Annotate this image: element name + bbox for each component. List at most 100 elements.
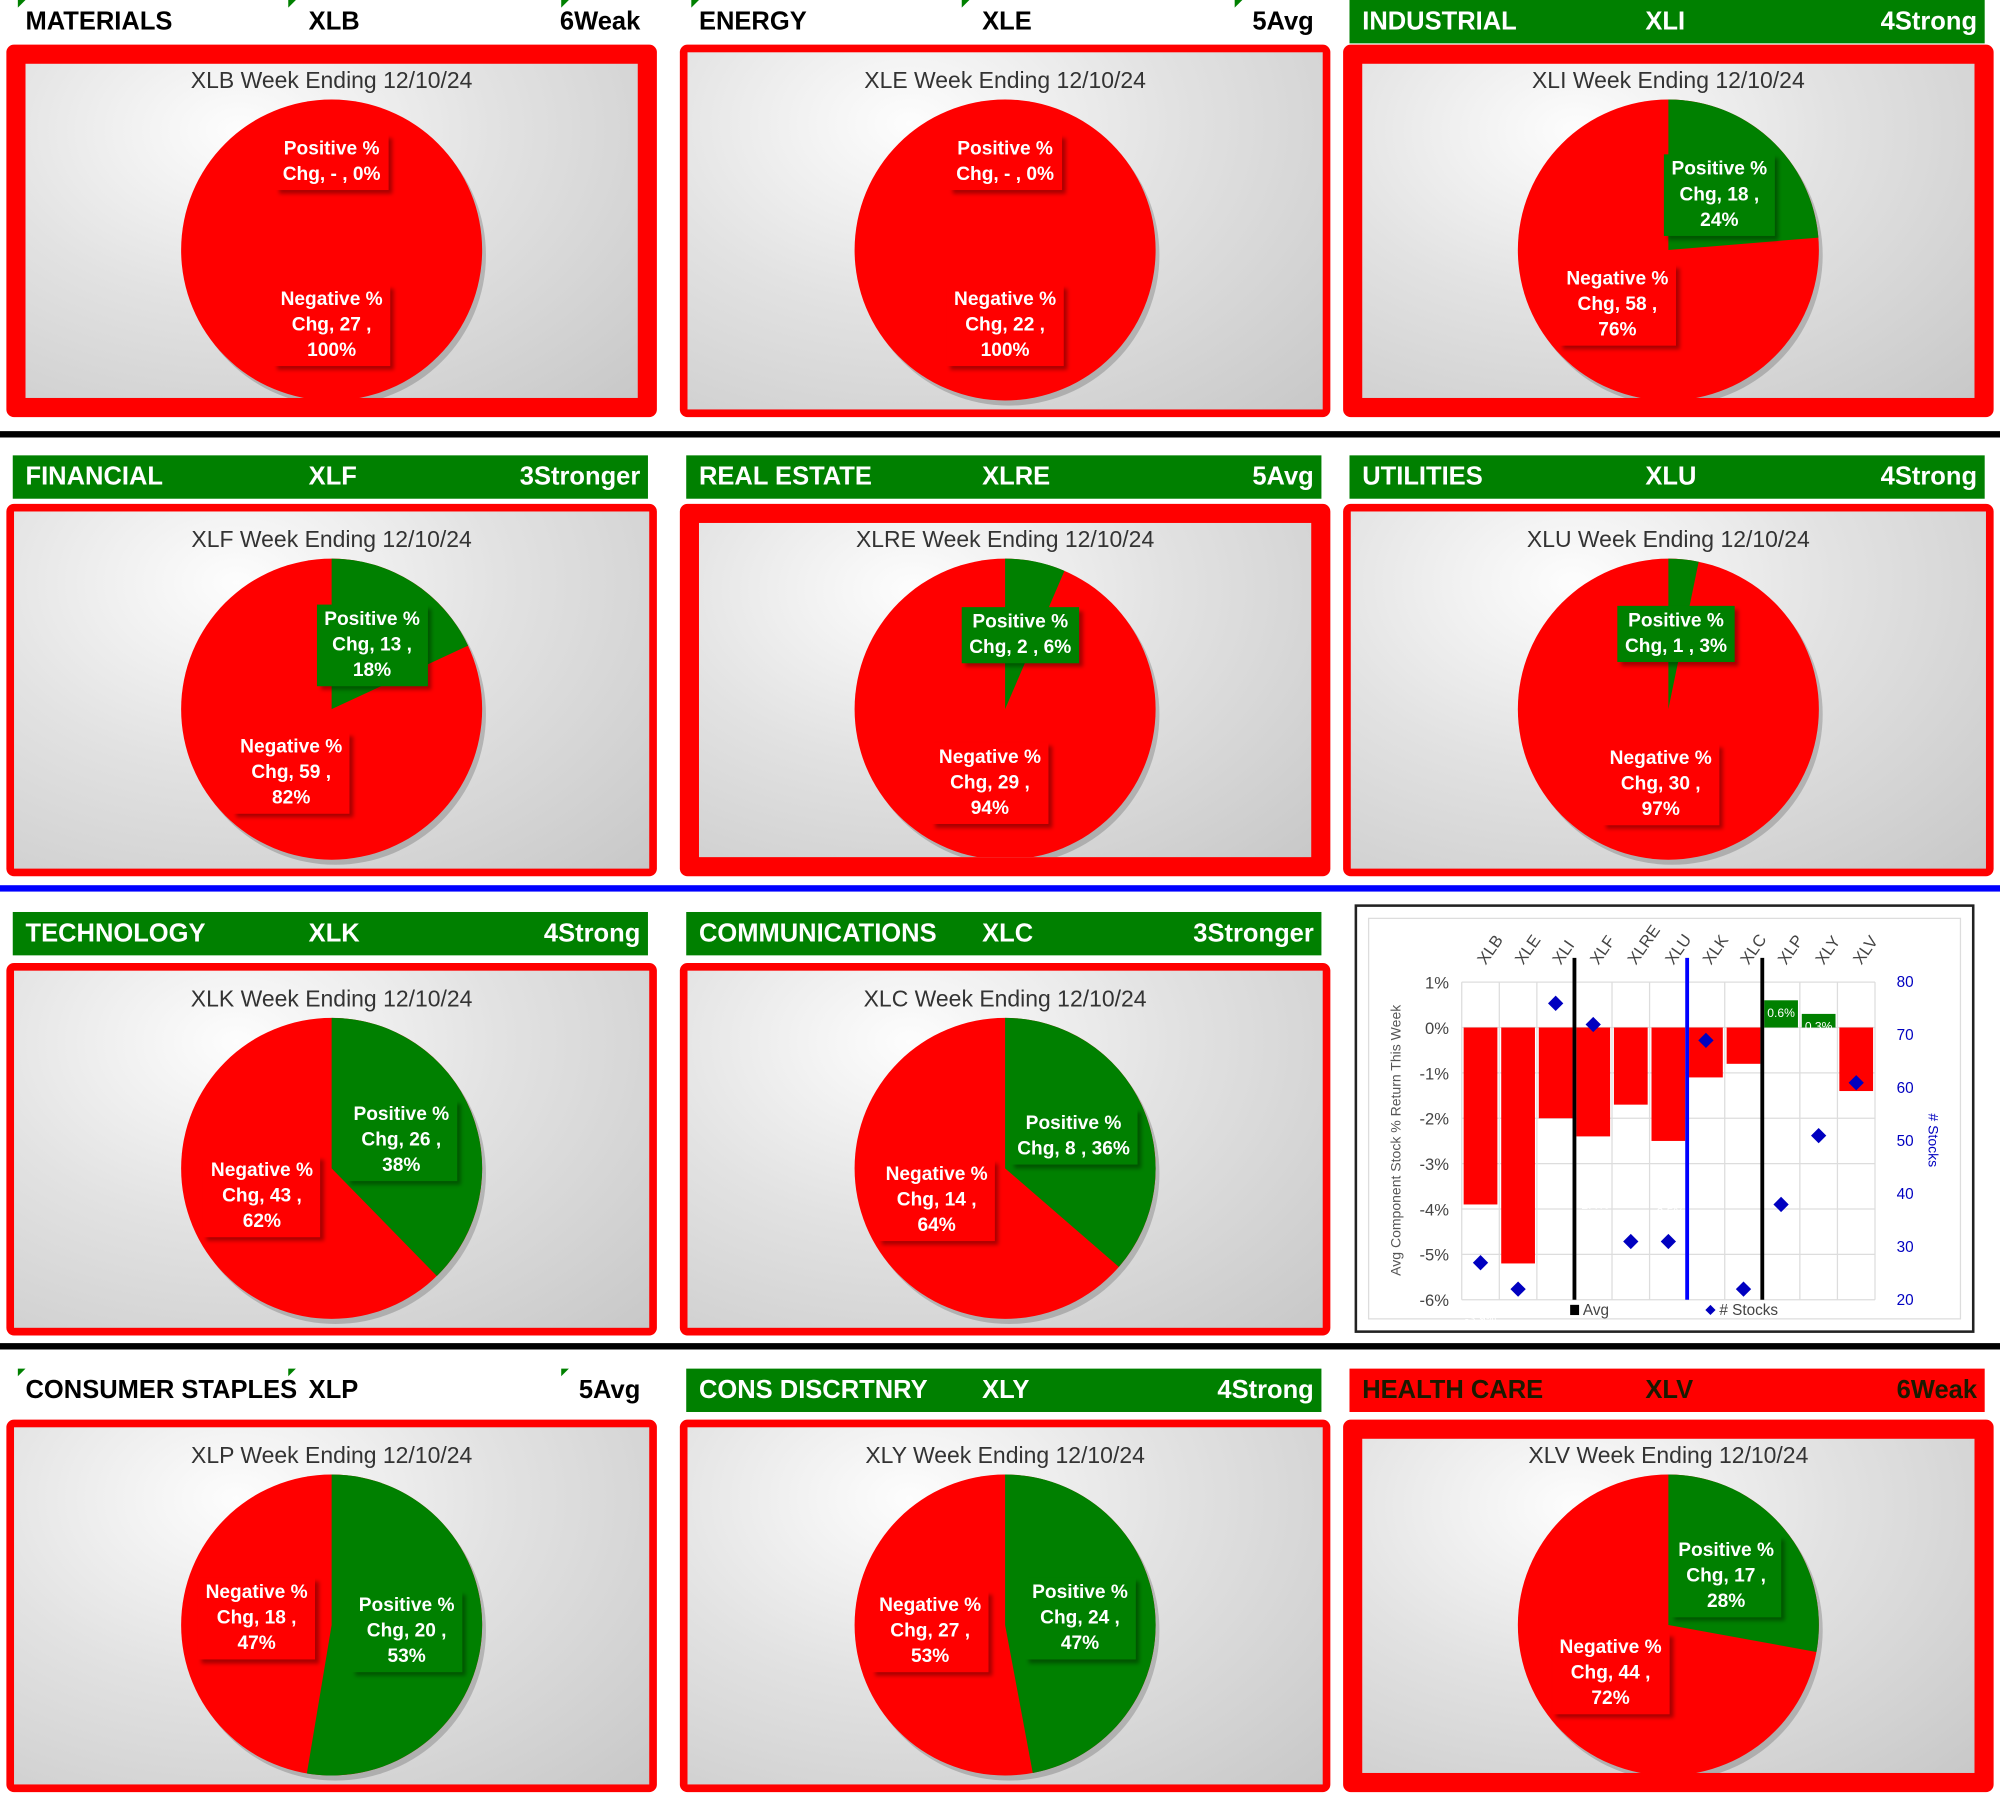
- sector-name: HEALTH CARE: [1362, 1376, 1544, 1405]
- label-line: Negative %: [1566, 268, 1669, 291]
- negative-label: Negative % Chg, 58 , 76%: [1558, 264, 1677, 347]
- pie-chart-xlk: XLK Week Ending 12/10/24 Positive % Chg, 2…: [6, 963, 657, 1336]
- chart-area: XLE Week Ending 12/10/24 Positive % Chg, -…: [687, 52, 1323, 410]
- label-line: 62%: [242, 1210, 282, 1233]
- comment-marker-icon: [288, 0, 296, 8]
- pie-chart-xle: XLE Week Ending 12/10/24 Positive % Chg, -…: [679, 44, 1331, 418]
- label-line: Chg, - , 0%: [956, 163, 1054, 185]
- label-line: 53%: [911, 1645, 950, 1668]
- label-line: Chg, 59 ,: [251, 761, 332, 783]
- sector-ticker: XLF: [308, 463, 357, 492]
- sector-name: INDUSTRIAL: [1362, 7, 1517, 36]
- sector-rating: 5Avg: [1252, 7, 1314, 36]
- label-line: Chg, 17 ,: [1686, 1565, 1767, 1587]
- stocks-marker-xlk: [1698, 1032, 1714, 1049]
- x-category-label: XLU: [1661, 931, 1695, 968]
- stocks-marker-xlp: [1773, 1196, 1789, 1213]
- label-line: Negative %: [240, 735, 343, 758]
- chart-area: XLK Week Ending 12/10/24 Positive % Chg, 2…: [14, 970, 650, 1328]
- bar-data-label: -3.9%: [1465, 1311, 1497, 1325]
- label-line: Chg, - , 0%: [282, 163, 381, 185]
- y-axis-title: Avg Component Stock % Return This Week: [1388, 1004, 1404, 1276]
- x-category-label: XLB: [1473, 931, 1507, 968]
- legend-avg-swatch: [1570, 1304, 1580, 1316]
- sector-ticker: XLU: [1645, 463, 1697, 492]
- chart-title: XLI Week Ending 12/10/24: [1531, 67, 1805, 94]
- sector-name: COMMUNICATIONS: [698, 919, 937, 948]
- sector-header-xlu: UTILITIES XLU 4Strong: [1349, 455, 1985, 499]
- bar-xlc: [1726, 1027, 1761, 1064]
- stocks-marker-xly: [1810, 1127, 1827, 1144]
- stocks-marker-xle: [1510, 1281, 1526, 1297]
- y-tick-label: 1%: [1425, 974, 1449, 993]
- negative-label: Negative % Chg, 14 , 64%: [877, 1158, 996, 1241]
- comment-marker-icon: [961, 0, 970, 8]
- sector-name: ENERGY: [698, 7, 807, 36]
- negative-label: Negative % Chg, 29 , 94%: [931, 742, 1049, 824]
- sector-rating: 4Strong: [1217, 1376, 1314, 1405]
- bar-data-label: -2.4%: [1577, 1198, 1609, 1212]
- chart-area: XLY Week Ending 12/10/24 Positive % Chg, 2…: [687, 1427, 1323, 1785]
- label-line: Negative %: [954, 288, 1057, 310]
- sector-ticker: XLE: [982, 7, 1032, 36]
- sector-rating: 4Strong: [543, 919, 641, 948]
- label-line: Negative %: [938, 745, 1041, 768]
- label-line: Positive %: [1025, 1112, 1122, 1135]
- chart-area: XLI Week Ending 12/10/24 Positive % Chg, 1…: [1362, 63, 1975, 398]
- sector-name: FINANCIAL: [25, 463, 163, 492]
- positive-label: Positive % Chg, 1 , 3%: [1617, 606, 1735, 663]
- plot-frame: [1367, 917, 1962, 1320]
- row-separator: [0, 431, 2000, 438]
- negative-label: Negative % Chg, 27 , 53%: [871, 1591, 989, 1673]
- positive-label: Positive % Chg, 8 , 36%: [1009, 1109, 1138, 1166]
- label-line: Negative %: [885, 1162, 988, 1185]
- label-line: Positive %: [1628, 610, 1724, 632]
- bar-data-label: -1.4%: [1840, 1122, 1872, 1136]
- label-line: 76%: [1598, 319, 1637, 342]
- y2-tick-label: 20: [1897, 1292, 1914, 1309]
- legend-stocks-swatch: [1705, 1304, 1716, 1316]
- label-line: Chg, 44 ,: [1570, 1661, 1651, 1684]
- chart-area: XLB Week Ending 12/10/24 Positive % Chg, -…: [25, 63, 638, 398]
- negative-label: Negative % Chg, 27 , 100%: [272, 284, 391, 367]
- chart-title: XLE Week Ending 12/10/24: [864, 67, 1146, 94]
- bar-xle: [1501, 1027, 1535, 1264]
- sector-rating: 6Weak: [1896, 1376, 1978, 1405]
- label-line: 28%: [1706, 1590, 1746, 1613]
- sector-ticker: XLC: [982, 919, 1034, 948]
- pie-slice-negative: [854, 99, 1156, 401]
- pie-chart-xlv: XLV Week Ending 12/10/24 Positive % Chg, 1…: [1343, 1419, 1994, 1793]
- chart-title: XLV Week Ending 12/10/24: [1528, 1442, 1809, 1469]
- sector-rating: 5Avg: [578, 1376, 641, 1405]
- bar-data-label: -2.0%: [1540, 1168, 1572, 1182]
- label-line: Chg, 13 ,: [332, 634, 412, 656]
- legend-stocks-label: # Stocks: [1719, 1302, 1778, 1319]
- positive-label: Positive % Chg, - , 0%: [948, 133, 1062, 191]
- pie-chart-xli: XLI Week Ending 12/10/24 Positive % Chg, 1…: [1343, 44, 1994, 418]
- sector-ticker: XLI: [1645, 7, 1686, 36]
- x-category-label: XLE: [1511, 931, 1545, 968]
- pie-chart-xlu: XLU Week Ending 12/10/24 Positive % Chg, 1…: [1343, 503, 1994, 877]
- positive-label: Positive % Chg, 26 , 38%: [345, 1099, 457, 1181]
- label-line: Negative %: [1559, 1636, 1662, 1658]
- chart-title: XLP Week Ending 12/10/24: [191, 1442, 473, 1469]
- sector-ticker: XLY: [982, 1376, 1030, 1405]
- y2-tick-label: 40: [1897, 1186, 1914, 1203]
- sector-ticker: XLRE: [982, 463, 1051, 492]
- comment-marker-icon: [288, 1368, 296, 1377]
- label-line: Positive %: [972, 611, 1069, 633]
- sector-ticker: XLB: [308, 7, 360, 36]
- sector-name: UTILITIES: [1362, 463, 1483, 492]
- y-tick-label: -5%: [1419, 1246, 1449, 1265]
- x-category-label: XLV: [1849, 932, 1882, 968]
- stocks-marker-xlb: [1472, 1255, 1489, 1271]
- comment-marker-icon: [691, 0, 699, 8]
- bar-xlp: [1764, 1000, 1798, 1028]
- stocks-marker-xlc: [1735, 1281, 1752, 1297]
- label-line: Negative %: [879, 1594, 982, 1617]
- chart-title: XLU Week Ending 12/10/24: [1526, 526, 1810, 553]
- stocks-marker-xlre: [1623, 1233, 1639, 1250]
- label-line: Chg, 58 ,: [1577, 293, 1658, 316]
- label-line: 100%: [307, 339, 357, 361]
- label-line: Positive %: [957, 137, 1053, 160]
